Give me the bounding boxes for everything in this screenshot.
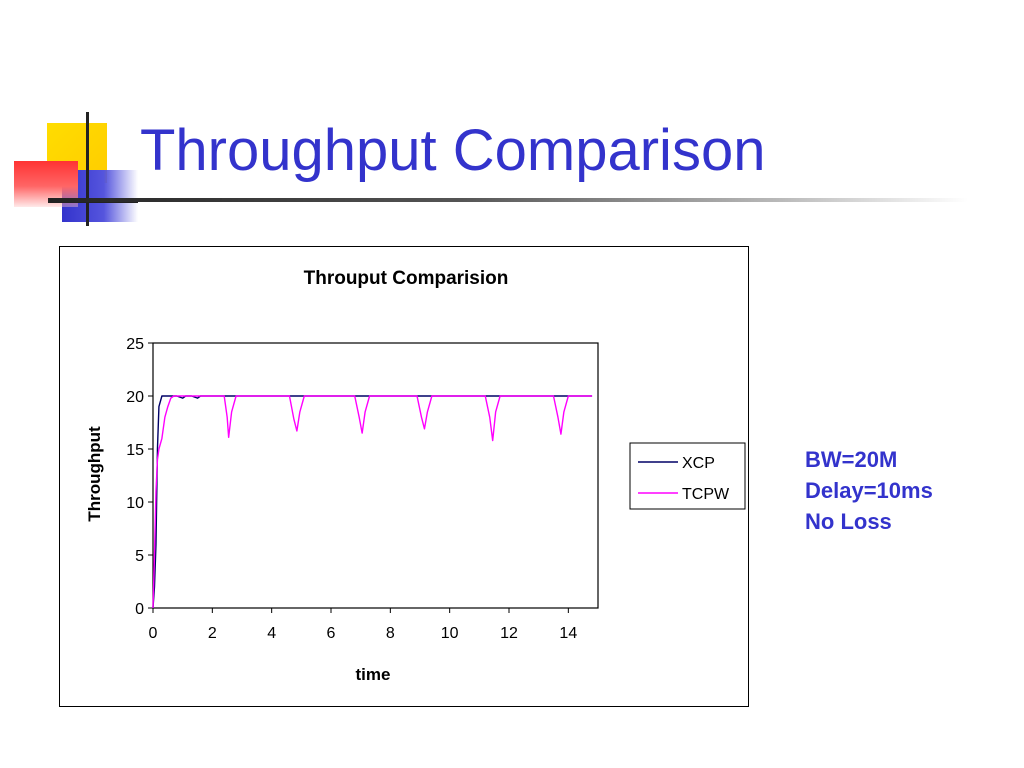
y-tick-label-4: 20	[126, 389, 144, 406]
y-tick-label-1: 5	[135, 548, 144, 565]
legend-box	[629, 442, 746, 510]
x-tick-label-0: 0	[149, 625, 158, 642]
x-tick-label-6: 12	[500, 625, 518, 642]
y-axis-label: Throughput	[85, 426, 104, 522]
legend-label-tcpw: TCPW	[682, 486, 730, 503]
legend: XCP TCPW	[629, 442, 746, 510]
slide-title: Throughput Comparison	[140, 118, 766, 183]
x-tick-label-5: 10	[441, 625, 459, 642]
x-tick-label-1: 2	[208, 625, 217, 642]
y-tick-label-2: 10	[126, 495, 144, 512]
param-loss: No Loss	[805, 509, 892, 534]
plot-area	[152, 342, 599, 609]
x-tick-label-7: 14	[559, 625, 577, 642]
y-tick-label-3: 15	[126, 442, 144, 459]
x-tick-label-3: 6	[327, 625, 336, 642]
legend-label-xcp: XCP	[682, 455, 715, 472]
chart-title: Throuput Comparision	[304, 268, 509, 289]
x-axis-label: time	[356, 665, 391, 684]
parameters-block: BW=20M Delay=10ms No Loss	[805, 444, 933, 537]
x-tick-label-2: 4	[267, 625, 276, 642]
title-rule	[48, 198, 968, 202]
param-bandwidth: BW=20M	[805, 447, 898, 472]
y-tick-label-0: 0	[135, 601, 144, 618]
x-tick-label-4: 8	[386, 625, 395, 642]
series-line-tcpw	[152, 395, 593, 609]
throughput-chart: Throuput Comparision 0 5 10 15 20 25 0 2 4 6 8 10 12…	[85, 268, 746, 684]
chart-frame: Throuput Comparision 0 5 10 15 20 25 0 2 4 6 8 10 12…	[59, 246, 749, 707]
param-delay: Delay=10ms	[805, 478, 933, 503]
y-tick-label-5: 25	[126, 336, 144, 353]
decoration-vertical-line	[86, 112, 89, 226]
